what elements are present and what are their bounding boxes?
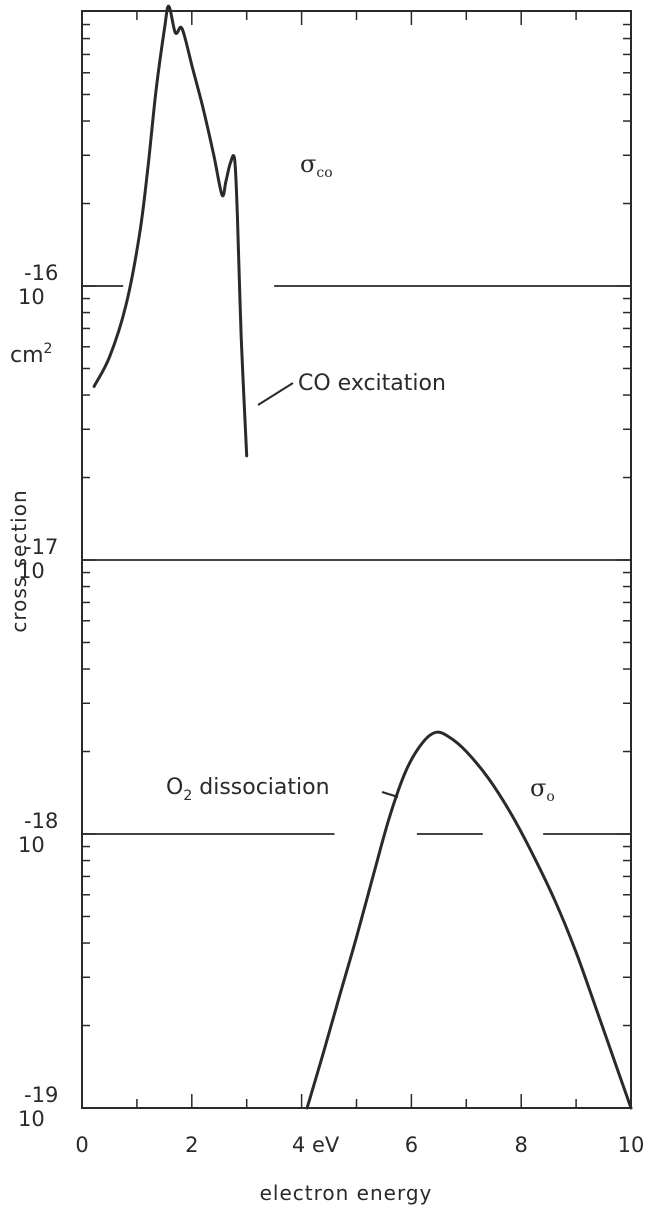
o2-label-rest: dissociation bbox=[192, 775, 329, 800]
y-unit-label: cm2 bbox=[10, 341, 52, 368]
y-axis-title: cross section bbox=[7, 489, 31, 632]
sigma-co-subscript: co bbox=[316, 165, 332, 181]
sigma-o-symbol: σ bbox=[530, 774, 546, 802]
x-tick-labels: 0 2 4 eV 6 8 10 bbox=[75, 1133, 644, 1157]
co-excitation-label: CO excitation bbox=[298, 371, 446, 396]
y-unit-exponent: 2 bbox=[44, 341, 53, 357]
y-tick-label-group: 10-17 bbox=[18, 535, 58, 583]
co-excitation-leader bbox=[257, 382, 294, 406]
sigma-o-subscript: o bbox=[546, 789, 554, 805]
o2-dissociation-label: O2 dissociation bbox=[166, 775, 330, 804]
sigma-co-symbol: σ bbox=[300, 150, 316, 178]
x-tick-label: 0 bbox=[75, 1133, 88, 1157]
axis-ticks bbox=[81, 11, 632, 1109]
y-tick-label-base: 10 bbox=[18, 833, 45, 857]
x-tick-label: 6 bbox=[405, 1133, 418, 1157]
y-tick-label-base: 10 bbox=[18, 1107, 45, 1131]
y-tick-label-base: 10 bbox=[18, 285, 45, 309]
y-tick-label-group: 10-18 bbox=[18, 809, 58, 857]
x-tick-label: 8 bbox=[515, 1133, 528, 1157]
x-tick-label: 10 bbox=[618, 1133, 645, 1157]
x-tick-label: 4 eV bbox=[292, 1133, 340, 1157]
reference-lines bbox=[82, 285, 631, 835]
y-tick-label-exponent: -19 bbox=[24, 1083, 58, 1107]
o2-dissociation-curve bbox=[305, 730, 633, 1110]
sigma-o-label: σo bbox=[530, 774, 555, 805]
sigma-co-label: σco bbox=[300, 150, 333, 181]
o2-dissociation-leader bbox=[381, 791, 399, 798]
y-tick-label-exponent: -18 bbox=[24, 809, 58, 833]
y-tick-label-base: 10 bbox=[18, 559, 45, 583]
y-tick-label-exponent: -16 bbox=[24, 261, 58, 285]
x-axis-title: electron energy bbox=[260, 1181, 433, 1205]
o2-label-base: O bbox=[166, 775, 183, 800]
y-tick-label-group: 10-19 bbox=[18, 1083, 58, 1131]
y-tick-label-exponent: -17 bbox=[24, 535, 58, 559]
data-curves bbox=[92, 4, 633, 1110]
x-tick-label: 2 bbox=[185, 1133, 198, 1157]
y-unit-base: cm bbox=[10, 343, 44, 368]
o2-label-subscript: 2 bbox=[183, 788, 192, 804]
co-excitation-curve bbox=[92, 4, 249, 458]
y-tick-label-group: 10-16 bbox=[18, 261, 58, 309]
